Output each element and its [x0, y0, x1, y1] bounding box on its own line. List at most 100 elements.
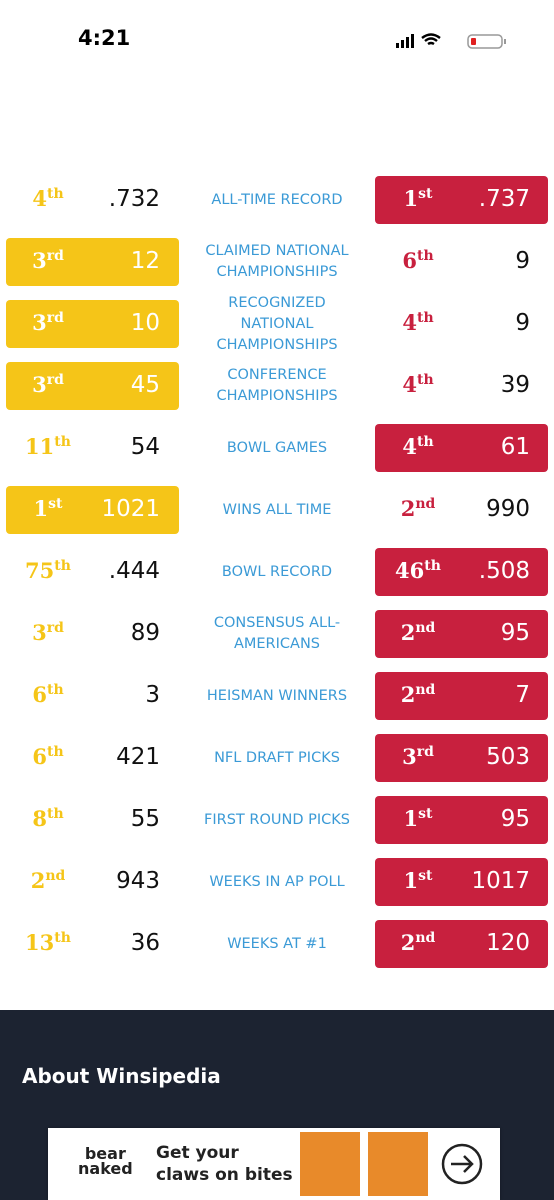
value: 120 [486, 930, 530, 956]
ad-product [300, 1132, 360, 1196]
footer-title: About Winsipedia [22, 1064, 221, 1088]
rank-number: 2 [30, 868, 46, 893]
rank-suffix: st [48, 496, 63, 512]
rank: 75th [8, 559, 88, 581]
rank: 3rd [8, 249, 88, 271]
value: 1021 [101, 496, 160, 522]
ad-banner[interactable]: bear naked Get your claws on bites [48, 1128, 500, 1200]
stat-label: NFL DRAFT PICKS [214, 749, 340, 766]
rank: 1st [378, 807, 458, 829]
value: 89 [130, 620, 160, 646]
rank-number: 1 [403, 186, 419, 211]
value: 421 [116, 744, 160, 770]
rank-number: 3 [32, 310, 47, 335]
ad-headline: Get your claws on bites [156, 1143, 293, 1185]
rank-suffix: st [418, 186, 433, 202]
rank: 2nd [8, 869, 88, 891]
value: 36 [130, 930, 160, 956]
rank: 4th [8, 187, 88, 209]
rank: 3rd [378, 745, 458, 767]
value: .737 [478, 186, 530, 212]
value: 54 [130, 434, 160, 460]
rank-suffix: th [46, 744, 64, 760]
value: 3 [145, 682, 160, 708]
rank-suffix: th [416, 310, 434, 326]
rank: 4th [378, 435, 458, 457]
rank: 3rd [8, 311, 88, 333]
rank: 4th [378, 311, 458, 333]
rank-suffix: rd [46, 372, 64, 388]
rank-suffix: th [416, 248, 434, 264]
value: 39 [500, 372, 530, 398]
stat-label: CONSENSUS ALL-AMERICANS [213, 615, 341, 652]
value: 1017 [471, 868, 530, 894]
highlight-box [6, 238, 179, 286]
highlight-box [6, 362, 179, 410]
value: 45 [130, 372, 160, 398]
rank-suffix: th [46, 682, 64, 698]
rank: 2nd [378, 497, 458, 519]
ad-product [368, 1132, 428, 1196]
rank-number: 3 [32, 620, 47, 645]
value: .444 [108, 558, 160, 584]
ad-arrow[interactable] [440, 1142, 484, 1186]
rank-number: 3 [402, 744, 417, 769]
rank-suffix: nd [415, 930, 436, 946]
rank-number: 4 [402, 310, 417, 335]
rank: 3rd [8, 621, 88, 643]
highlight-box [375, 672, 548, 720]
rank-suffix: th [46, 806, 64, 822]
rank: 1st [378, 869, 458, 891]
highlight-box [375, 920, 548, 968]
rank-suffix: nd [415, 682, 436, 698]
value: 55 [130, 806, 160, 832]
highlight-box [375, 734, 548, 782]
rank: 1st [378, 187, 458, 209]
rank-suffix: th [54, 434, 71, 450]
rank-number: 3 [32, 248, 47, 273]
rank-number: 1 [403, 868, 419, 893]
rank-suffix: rd [416, 744, 434, 760]
rank-number: 6 [32, 682, 47, 707]
value: 943 [116, 868, 160, 894]
rank-number: 1 [33, 496, 49, 521]
stat-label: HEISMAN WINNERS [206, 687, 348, 704]
stat-label: WEEKS IN AP POLL [209, 873, 345, 890]
ad-brand: bear [84, 1144, 126, 1163]
highlight-box [6, 486, 179, 534]
highlight-box [375, 610, 548, 658]
stat-label: WEEKS AT #1 [227, 935, 327, 952]
rank-number: 46 [395, 558, 425, 583]
rank-suffix: nd [415, 496, 436, 512]
stat-label: RECOGNIZED NATIONAL CHAMPIONSHIPS [216, 294, 338, 353]
rank-number: 8 [32, 806, 47, 831]
rank-suffix: th [46, 186, 64, 202]
rank: 46th [378, 559, 458, 581]
rank-number: 1 [403, 806, 419, 831]
value: 9 [515, 248, 530, 274]
rank-suffix: rd [46, 620, 64, 636]
rank-suffix: nd [45, 868, 66, 884]
rank: 2nd [378, 931, 458, 953]
stat-label: BOWL RECORD [221, 563, 333, 580]
rank-number: 13 [25, 930, 55, 955]
highlight-box [375, 796, 548, 844]
highlight-box [375, 858, 548, 906]
stat-label: ALL-TIME RECORD [211, 191, 343, 208]
rank-number: 11 [25, 434, 55, 459]
value: 990 [486, 496, 530, 522]
highlight-box [375, 176, 548, 224]
rank: 1st [8, 497, 88, 519]
rank-suffix: th [424, 558, 441, 574]
rank-suffix: rd [46, 310, 64, 326]
rank-suffix: st [418, 806, 433, 822]
value: 95 [500, 806, 530, 832]
value: 10 [130, 310, 160, 336]
ad-brand: naked [78, 1159, 133, 1178]
rank-number: 75 [25, 558, 55, 583]
rank: 13th [8, 931, 88, 953]
status-icons [396, 33, 506, 49]
rank: 2nd [378, 621, 458, 643]
rank: 6th [8, 745, 88, 767]
